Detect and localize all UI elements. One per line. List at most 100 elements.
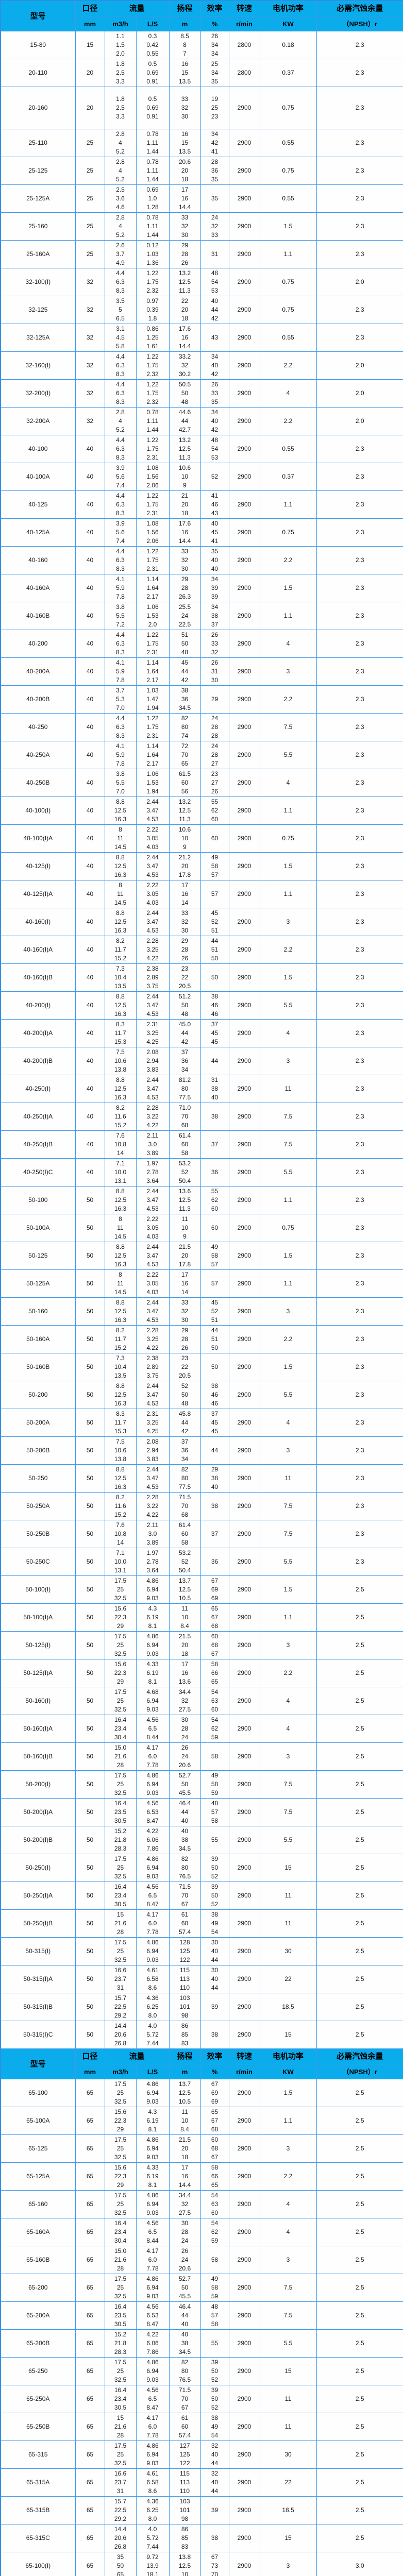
npsh-cell: 2.3 xyxy=(316,129,403,157)
efficiency-cell-line: 62 xyxy=(211,1725,219,1732)
flow-m3h-cell-line: 7.8 xyxy=(116,676,125,684)
head-cell-line: 70 xyxy=(181,1502,189,1510)
head-cell-line: 68 xyxy=(181,1511,189,1518)
flow-m3h-cell-line: 32.5 xyxy=(114,1789,127,1797)
head-cell-line: 13.7 xyxy=(178,1577,191,1584)
flow-m3h-cell-line: 10.6 xyxy=(114,1447,127,1454)
flow-m3h-cell: 4.4 6.3 8.3 xyxy=(104,546,137,574)
flow-ls-cell: 2.08 2.94 3.83 xyxy=(136,1436,170,1465)
power-cell: 0.75 xyxy=(259,1214,317,1242)
flow-ls-cell-line: 2.78 xyxy=(146,1558,159,1565)
flow-ls-cell: 4.56 6.53 8.47 xyxy=(136,1798,170,1826)
flow-ls-cell-line: 1.08 xyxy=(146,464,159,471)
flow-m3h-cell-line: 28.3 xyxy=(114,2348,127,2355)
efficiency-cell-line: 44 xyxy=(211,1984,219,1991)
head-cell-line: 26 xyxy=(181,1744,189,1751)
header-speed-unit: r/min xyxy=(228,16,260,31)
table-row: 50-250(I) 50 17.5 25 32.5 4.86 6.94 9.03 82 80 76.… xyxy=(0,1854,403,1882)
head-cell-line: 44 xyxy=(181,1808,189,1816)
efficiency-cell: 35 xyxy=(200,184,229,213)
flow-m3h-cell-line: 8.8 xyxy=(116,1188,125,1195)
flow-ls-cell-line: 4.86 xyxy=(146,1577,159,1584)
head-cell-line: 61.5 xyxy=(178,770,191,777)
flow-ls-cell: 0.69 1.0 1.28 xyxy=(136,184,170,213)
speed-cell: 2900 xyxy=(228,908,260,936)
power-cell: 3 xyxy=(259,908,317,936)
model-cell: 40-160A xyxy=(0,574,76,602)
flow-ls-cell-line: 2.22 xyxy=(146,826,159,833)
model-cell: 25-110 xyxy=(0,129,76,157)
head-cell-line: 9 xyxy=(183,482,187,489)
flow-m3h-cell-line: 8 xyxy=(119,826,122,833)
head-cell-line: 10 xyxy=(181,473,189,480)
flow-m3h-cell-line: 4.4 xyxy=(116,492,125,499)
speed-cell: 2900 xyxy=(228,1269,260,1298)
efficiency-cell: 23 27 26 xyxy=(200,769,229,797)
efficiency-cell: 60 68 67 xyxy=(200,2134,229,2163)
speed-cell: 2900 xyxy=(228,296,260,324)
flow-ls-cell: 2.31 3.25 4.25 xyxy=(136,1409,170,1437)
head-cell-line: 44 xyxy=(181,2312,189,2319)
npsh-cell: 2.5 xyxy=(316,2218,403,2246)
head-cell-line: 50 xyxy=(181,640,189,647)
efficiency-cell-line: 48 xyxy=(211,2303,219,2310)
head-cell-line: 71.5 xyxy=(178,1494,191,1501)
head-cell: 33.2 32 30.2 xyxy=(169,351,201,380)
flow-ls-cell: 4.22 6.06 7.86 xyxy=(136,1826,170,1854)
table-row: 32-200A 32 2.8 4 5.2 0.78 1.11 1.44 44.6 44 42.7 34… xyxy=(0,407,403,435)
efficiency-cell: 44 51 50 xyxy=(200,1325,229,1353)
flow-ls-cell-line: 4.56 xyxy=(146,2303,159,2310)
table-row: 65-250B 65 15 21.6 28 4.17 6.0 7.78 61 60 57.4 38 49… xyxy=(0,2413,403,2441)
flow-ls-cell-line: 3.89 xyxy=(146,1149,159,1157)
efficiency-cell: 45 52 51 xyxy=(200,908,229,936)
header-speed: 转速 xyxy=(228,2048,260,2064)
flow-ls-cell-line: 2.31 xyxy=(146,510,159,517)
efficiency-cell: 55 xyxy=(200,1826,229,1854)
efficiency-cell-line: 44 xyxy=(211,306,219,313)
efficiency-cell-line: 38 xyxy=(211,1113,219,1120)
flow-m3h-cell-line: 3.5 xyxy=(116,297,125,304)
flow-ls-cell-line: 7.78 xyxy=(146,1928,159,1936)
efficiency-cell-line: 28 xyxy=(211,751,219,758)
table-row: 65-100 65 17.5 25 32.5 4.86 6.94 9.03 13.7 12.5 10… xyxy=(0,2079,403,2107)
head-cell: 13.8 12.5 10 xyxy=(169,2552,201,2576)
flow-m3h-cell-line: 12.5 xyxy=(114,807,127,814)
flow-m3h-cell-line: 26.8 xyxy=(114,2543,127,2550)
npsh-cell: 2.3 xyxy=(316,936,403,964)
speed-cell: 2900 xyxy=(228,2218,260,2246)
efficiency-cell-line: 26 xyxy=(211,788,219,795)
diameter-cell: 40 xyxy=(75,908,105,936)
power-cell: 1.5 xyxy=(259,1353,317,1381)
head-cell-line: 28 xyxy=(181,2228,189,2235)
npsh-cell: 2.3 xyxy=(316,908,403,936)
efficiency-cell: 34 40 42 xyxy=(200,407,229,435)
head-cell: 26 24 20.6 xyxy=(169,1742,201,1771)
model-cell: 50-160(I)B xyxy=(0,1742,76,1771)
flow-ls-cell-line: 6.5 xyxy=(148,2395,157,2402)
speed-cell: 2900 xyxy=(228,2190,260,2218)
flow-ls-cell-line: 1.25 xyxy=(146,334,159,341)
flow-ls-cell-line: 3.25 xyxy=(146,946,159,953)
head-cell-line: 50 xyxy=(181,1391,189,1398)
head-cell: 53.2 52 50.4 xyxy=(169,1548,201,1576)
head-cell-line: 12.5 xyxy=(178,1196,191,1204)
efficiency-cell-line: 54 xyxy=(211,2432,219,2439)
power-cell: 5.5 xyxy=(259,2329,317,2358)
flow-ls-cell-line: 4.25 xyxy=(146,1428,159,1435)
table-row: 32-125A 32 3.1 4.5 5.8 0.86 1.25 1.61 17.6 16 14.4… xyxy=(0,324,403,352)
header-npsh: 必需汽蚀余量 xyxy=(316,0,403,16)
efficiency-cell-line: 53 xyxy=(211,454,219,461)
npsh-cell: 2.3 xyxy=(316,518,403,547)
flow-m3h-cell-line: 15.3 xyxy=(114,1038,127,1045)
flow-ls-cell-line: 18.1 xyxy=(146,2571,159,2576)
model-cell: 50-160(I)A xyxy=(0,1715,76,1743)
table-row: 65-200B 65 15.2 21.8 28.3 4.22 6.06 7.86 40 38 34.… xyxy=(0,2329,403,2358)
flow-m3h-cell: 4.4 6.3 8.3 xyxy=(104,713,137,741)
flow-ls-cell-line: 0.69 xyxy=(146,104,159,111)
model-cell: 40-250A xyxy=(0,741,76,769)
efficiency-cell: 39 50 52 xyxy=(200,2385,229,2413)
efficiency-cell-line: 39 xyxy=(211,593,219,600)
flow-m3h-cell-line: 5.5 xyxy=(116,612,125,619)
flow-ls-cell-line: 2.28 xyxy=(146,937,159,944)
flow-m3h-cell-line: 7.3 xyxy=(116,965,125,972)
